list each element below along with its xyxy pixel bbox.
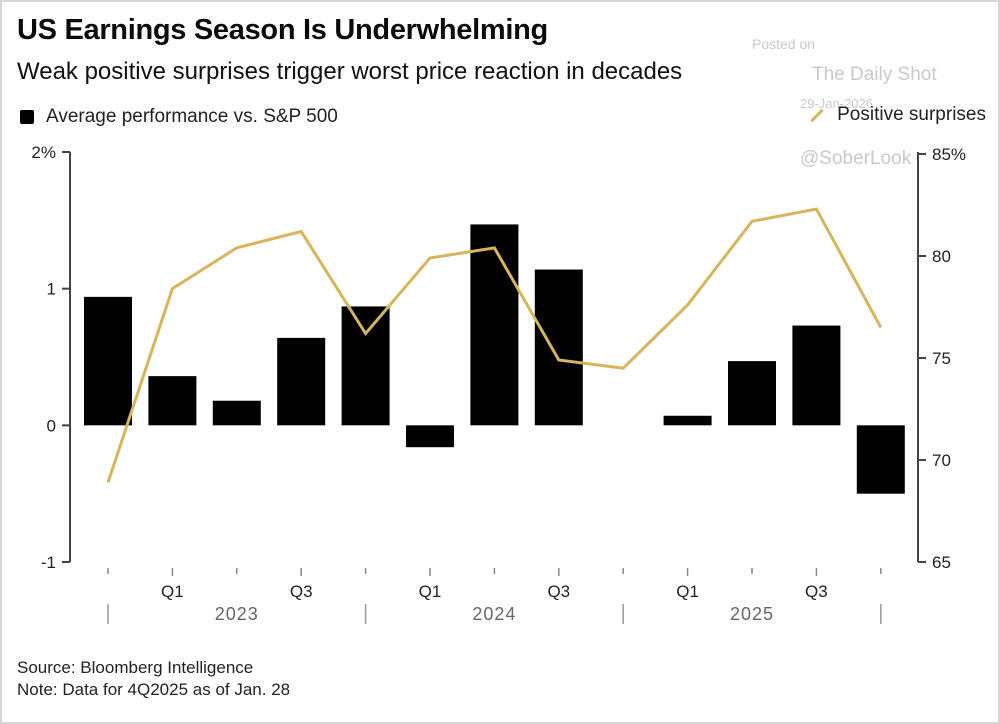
watermark-posted-on: Posted on [752,36,816,52]
legend-label-bars: Average performance vs. S&P 500 [46,106,338,127]
x-axis-year-label: 2025 [730,604,774,624]
bar [277,337,326,426]
x-axis-quarter-label: Q1 [161,582,184,601]
legend-square-icon [20,110,34,124]
chart-title: US Earnings Season Is Underwhelming [17,14,548,46]
bar [212,400,261,426]
left-axis-tick-label: 2% [31,143,56,162]
footer-source: Source: Bloomberg Intelligence [17,658,254,677]
legend-label-line: Positive surprises [837,104,986,125]
bar [663,415,712,426]
footer-note: Note: Data for 4Q2025 as of Jan. 28 [17,680,291,699]
legend-item-line: Positive surprises [809,104,986,126]
bar [470,224,519,426]
bar [341,306,390,426]
left-axis-tick-label: 1 [47,280,56,299]
bar [406,425,454,448]
right-axis-tick-label: 85% [932,145,966,164]
bar [856,425,905,494]
bar [728,361,776,426]
watermark-handle: @SoberLook [800,148,912,169]
right-axis-tick-label: 75 [932,349,951,368]
legend-item-bars: Average performance vs. S&P 500 [20,106,338,128]
bar [84,296,132,426]
left-axis-tick-label: -1 [41,553,56,572]
bar [148,376,197,426]
x-axis-year-label: 2024 [472,604,516,624]
watermark-source: The Daily Shot [812,64,937,85]
bar [534,269,583,426]
x-axis-quarter-label: Q3 [547,582,570,601]
left-axis-tick-label: 0 [47,416,56,435]
watermark-date: 29-Jan-2026 [800,96,873,111]
chart-subtitle: Weak positive surprises trigger worst pr… [17,58,683,85]
x-axis-quarter-label: Q1 [676,582,699,601]
right-axis-tick-label: 70 [932,451,951,470]
right-axis-tick-label: 80 [932,247,951,266]
x-axis-quarter-label: Q3 [290,582,313,601]
x-axis-year-label: 2023 [215,604,259,624]
x-axis-quarter-label: Q1 [419,582,442,601]
right-axis-tick-label: 65 [932,553,951,572]
bar [792,325,841,426]
x-axis-quarter-label: Q3 [805,582,828,601]
